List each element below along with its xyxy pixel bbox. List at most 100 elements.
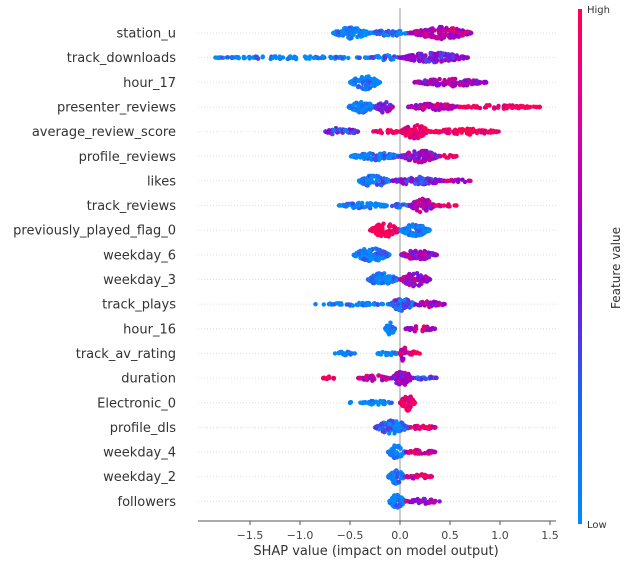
shap-point [398,55,403,60]
shap-point [492,105,497,110]
shap-point [414,79,420,85]
shap-point [391,57,396,62]
shap-point [386,108,391,113]
shap-point [438,50,443,56]
shap-point [428,51,433,56]
shap-point [401,404,407,409]
shap-point [468,128,473,133]
shap-point [445,129,451,134]
shap-point [392,443,397,448]
shap-point [409,450,414,455]
shap-point [234,55,239,60]
shap-point [397,351,403,356]
shap-point [428,375,433,380]
shap-point [395,445,400,450]
shap-point [422,248,427,254]
shap-point [434,53,439,59]
shap-point [483,79,488,85]
shap-point [422,474,427,479]
shap-point [446,204,451,209]
shap-point [467,132,472,137]
shap-point [431,449,437,455]
shap-point [417,426,422,431]
shap-point [383,203,388,208]
shap-point [359,400,365,406]
shap-point [412,158,418,164]
shap-point [374,105,379,111]
shap-point [343,31,348,36]
shap-point [417,229,422,234]
shap-point [254,54,260,60]
shap-point [375,351,380,356]
shap-point [336,30,341,35]
shap-point [339,56,345,61]
shap-point [424,129,429,134]
shap-point [402,229,407,235]
shap-point [395,302,401,307]
shap-point [419,33,424,38]
shap-point [356,55,362,60]
shap-point [416,155,421,161]
shap-point [413,128,418,133]
shap-point [468,30,473,36]
shap-point [414,152,419,157]
shap-point [401,154,407,159]
shap-point [400,374,405,379]
shap-point [379,106,385,111]
shap-point [388,152,394,157]
shap-point [399,495,404,500]
shap-point [404,499,409,504]
shap-point [448,153,453,158]
shap-point [391,498,397,503]
shap-point [433,375,439,380]
shap-point [419,180,424,185]
shap-point [369,202,375,207]
shap-point [230,55,236,60]
shap-point [342,128,347,133]
shap-point [426,28,431,33]
shap-point [413,181,418,186]
shap-point [352,128,358,133]
shap-point [365,301,370,306]
shap-point [454,53,459,58]
shap-point [437,76,442,82]
feature-label: likes [147,174,176,189]
shap-point [390,105,395,110]
shap-point [416,58,422,63]
shap-point [277,54,282,59]
shap-point [496,129,501,134]
shap-point [398,277,403,282]
shap-point [380,350,385,355]
shap-point [361,377,366,382]
shap-point [406,151,412,156]
shap-point [399,177,404,182]
shap-point [365,152,371,157]
shap-point [406,104,411,110]
feature-label: previously_played_flag_0 [13,224,176,239]
feature-label: profile_dls [110,421,176,436]
shap-point [488,128,494,133]
shap-point [447,53,452,59]
shap-point [213,55,218,60]
shap-point [390,448,395,454]
feature-label: station_u [117,27,176,42]
shap-point [379,422,384,427]
shap-point [260,54,265,59]
shap-point [332,351,338,356]
shap-point [353,29,358,34]
shap-point [444,25,449,31]
shap-point [437,302,442,307]
shap-point [293,55,299,61]
shap-point [378,155,384,161]
shap-point [368,278,374,283]
shap-point [409,233,414,238]
shap-point [351,32,356,37]
shap-point [367,247,372,253]
shap-point [420,196,425,201]
shap-point [375,276,380,281]
shap-point [462,179,468,185]
shap-point [438,54,444,59]
shap-point [417,233,422,238]
feature-label: hour_17 [123,76,176,91]
